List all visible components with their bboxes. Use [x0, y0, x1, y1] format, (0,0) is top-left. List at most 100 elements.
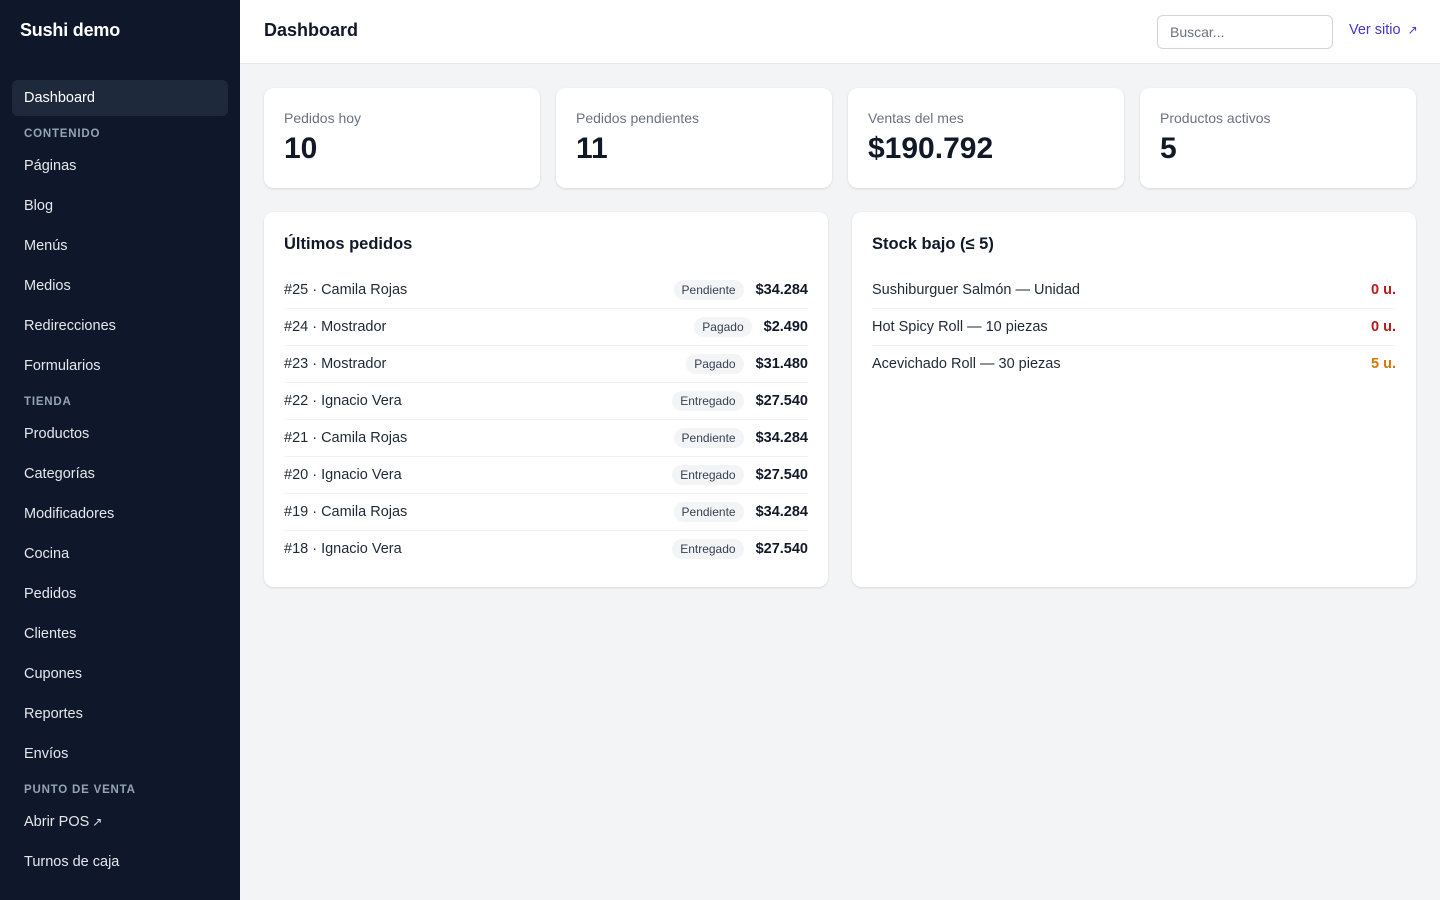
order-row[interactable]: #25 · Camila Rojas Pendiente $34.284 — [284, 272, 808, 309]
order-label: #24 · Mostrador — [284, 319, 387, 335]
order-amount: $2.490 — [763, 319, 808, 335]
order-meta: Pendiente $34.284 — [673, 428, 808, 448]
status-badge: Pagado — [686, 354, 744, 374]
app-title: Sushi demo — [20, 20, 121, 40]
sidebar-item-productos[interactable]: Productos — [12, 416, 228, 452]
status-badge: Entregado — [672, 391, 744, 411]
sidebar-item-cocina[interactable]: Cocina — [12, 536, 228, 572]
status-badge: Entregado — [672, 539, 744, 559]
sidebar-item-menus[interactable]: Menús — [12, 228, 228, 264]
page-title: Dashboard — [264, 20, 359, 40]
latest-orders-panel: Últimos pedidos #25 · Camila Rojas Pendie… — [264, 212, 828, 587]
order-label: #20 · Ignacio Vera — [284, 467, 402, 483]
stat-card-pedidos-hoy: Pedidos hoy 10 — [264, 88, 540, 188]
order-amount: $34.284 — [755, 430, 808, 446]
sidebar-item-label: Envíos — [24, 746, 69, 762]
sidebar-item-label: Blog — [24, 198, 54, 214]
order-meta: Pendiente $34.284 — [673, 280, 808, 300]
order-amount: $34.284 — [755, 504, 808, 520]
order-row[interactable]: #18 · Ignacio Vera Entregado $27.540 — [284, 531, 808, 568]
sidebar-item-label: Medios — [24, 278, 71, 294]
topbar: Dashboard Ver sitio ↗ — [240, 0, 1440, 64]
stock-row[interactable]: Hot Spicy Roll — 10 piezas 0 u. — [872, 309, 1396, 346]
sidebar-item-label: Modificadores — [24, 506, 115, 522]
order-amount: $27.540 — [755, 393, 808, 409]
sidebar-item-abrir-pos[interactable]: Abrir POS ↗ — [12, 804, 228, 840]
sidebar-item-label: Páginas — [24, 158, 77, 174]
order-row[interactable]: #20 · Ignacio Vera Entregado $27.540 — [284, 457, 808, 494]
order-meta: Entregado $27.540 — [672, 539, 808, 559]
status-badge: Pendiente — [673, 280, 744, 300]
stat-card-pedidos-pendientes: Pedidos pendientes 11 — [556, 88, 832, 188]
stock-quantity: 0 u. — [1371, 282, 1396, 298]
stock-row[interactable]: Acevichado Roll — 30 piezas 5 u. — [872, 346, 1396, 383]
low-stock-panel: Stock bajo (≤ 5) Sushiburguer Salmón — U… — [852, 212, 1416, 587]
stock-row[interactable]: Sushiburguer Salmón — Unidad 0 u. — [872, 272, 1396, 309]
order-amount: $27.540 — [755, 541, 808, 557]
order-row[interactable]: #21 · Camila Rojas Pendiente $34.284 — [284, 420, 808, 457]
sidebar-item-label: Clientes — [24, 626, 77, 642]
stat-label: Ventas del mes — [868, 110, 964, 126]
status-badge: Pendiente — [673, 428, 744, 448]
order-label: #23 · Mostrador — [284, 356, 387, 372]
section-contenido: CONTENIDO — [24, 128, 101, 140]
order-row[interactable]: #22 · Ignacio Vera Entregado $27.540 — [284, 383, 808, 420]
sidebar-item-blog[interactable]: Blog — [12, 188, 228, 224]
sidebar-item-redirecciones[interactable]: Redirecciones — [12, 308, 228, 344]
sidebar-item-label: Dashboard — [24, 90, 95, 106]
stat-label: Productos activos — [1160, 110, 1271, 126]
order-meta: Pagado $31.480 — [686, 354, 808, 374]
external-link-icon: ↗ — [92, 815, 103, 829]
stat-value: 10 — [284, 132, 318, 165]
sidebar-item-turnos-de-caja[interactable]: Turnos de caja — [12, 844, 228, 880]
order-row[interactable]: #23 · Mostrador Pagado $31.480 — [284, 346, 808, 383]
order-label: #22 · Ignacio Vera — [284, 393, 402, 409]
stat-value: 11 — [576, 132, 608, 165]
external-link-icon: ↗ — [1407, 23, 1418, 37]
sidebar-item-paginas[interactable]: Páginas — [12, 148, 228, 184]
sidebar-item-envios[interactable]: Envíos — [12, 736, 228, 772]
sidebar-item-reportes[interactable]: Reportes — [12, 696, 228, 732]
stock-quantity: 0 u. — [1371, 319, 1396, 335]
sidebar-item-cupones[interactable]: Cupones — [12, 656, 228, 692]
sidebar-item-medios[interactable]: Medios — [12, 268, 228, 304]
order-amount: $34.284 — [755, 282, 808, 298]
search-input[interactable] — [1157, 15, 1333, 49]
order-label: #25 · Camila Rojas — [284, 282, 408, 298]
sidebar-item-modificadores[interactable]: Modificadores — [12, 496, 228, 532]
panel-title: Últimos pedidos — [284, 235, 413, 253]
order-row[interactable]: #24 · Mostrador Pagado $2.490 — [284, 309, 808, 346]
stat-card-ventas-del-mes: Ventas del mes $190.792 — [848, 88, 1124, 188]
status-badge: Entregado — [672, 465, 744, 485]
sidebar-item-label: Turnos de caja — [24, 854, 120, 870]
sidebar-item-categorias[interactable]: Categorías — [12, 456, 228, 492]
order-meta: Pendiente $34.284 — [673, 502, 808, 522]
sidebar-item-label: Reportes — [24, 706, 83, 722]
sidebar-item-label: Pedidos — [24, 586, 77, 602]
panel-title: Stock bajo (≤ 5) — [872, 235, 994, 253]
sidebar-item-dashboard[interactable]: Dashboard — [12, 80, 228, 116]
view-site-link[interactable]: Ver sitio ↗ — [1349, 22, 1418, 38]
sidebar-item-label: Formularios — [24, 358, 101, 374]
order-meta: Pagado $2.490 — [694, 317, 808, 337]
order-label: #21 · Camila Rojas — [284, 430, 408, 446]
stock-list: Sushiburguer Salmón — Unidad 0 u. Hot Spic… — [872, 272, 1396, 383]
sidebar-item-pedidos[interactable]: Pedidos — [12, 576, 228, 612]
status-badge: Pagado — [694, 317, 752, 337]
sidebar-item-label: Cupones — [24, 666, 83, 682]
sidebar-item-formularios[interactable]: Formularios — [12, 348, 228, 384]
stat-label: Pedidos pendientes — [576, 110, 699, 126]
order-label: #18 · Ignacio Vera — [284, 541, 402, 557]
sidebar: Sushi demo Dashboard CONTENIDO Páginas Blog… — [0, 0, 240, 900]
sidebar-item-label: Abrir POS — [24, 814, 90, 830]
product-label: Acevichado Roll — 30 piezas — [872, 356, 1061, 372]
status-badge: Pendiente — [673, 502, 744, 522]
order-row[interactable]: #19 · Camila Rojas Pendiente $34.284 — [284, 494, 808, 531]
sidebar-nav: Dashboard CONTENIDO Páginas Blog Menús Medios… — [12, 80, 228, 884]
order-meta: Entregado $27.540 — [672, 391, 808, 411]
orders-list: #25 · Camila Rojas Pendiente $34.284 #24 · … — [284, 272, 808, 568]
order-meta: Entregado $27.540 — [672, 465, 808, 485]
stat-card-productos-activos: Productos activos 5 — [1140, 88, 1416, 188]
product-label: Hot Spicy Roll — 10 piezas — [872, 319, 1048, 335]
sidebar-item-clientes[interactable]: Clientes — [12, 616, 228, 652]
